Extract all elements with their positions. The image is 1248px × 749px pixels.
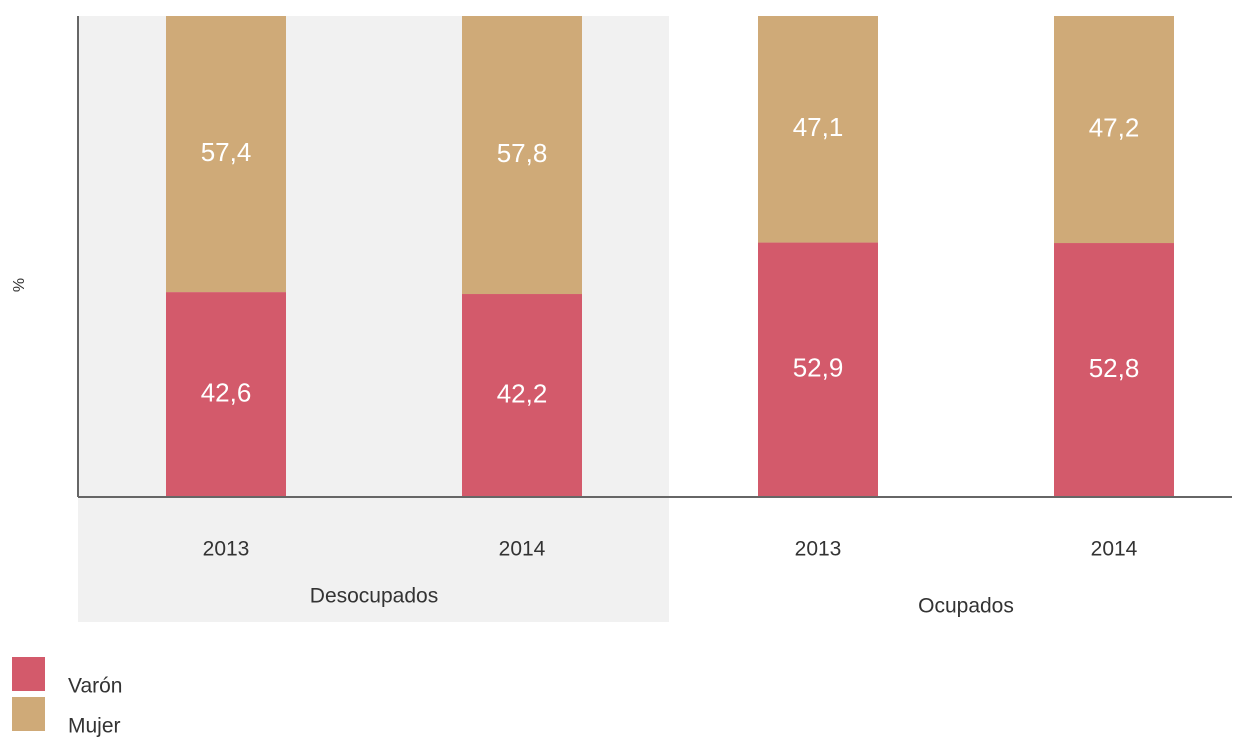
bar-segment bbox=[462, 16, 582, 295]
data-label: 47,2 bbox=[1089, 112, 1140, 142]
data-label: 47,1 bbox=[793, 112, 844, 142]
legend-label: Varón bbox=[68, 675, 122, 698]
group-label: Desocupados bbox=[310, 585, 438, 608]
legend-swatch bbox=[12, 657, 45, 691]
bar-segment bbox=[1054, 16, 1174, 244]
data-label: 42,6 bbox=[201, 377, 252, 407]
legend-swatch bbox=[12, 697, 45, 731]
group-label: Ocupados bbox=[918, 595, 1014, 618]
x-tick-label: 2014 bbox=[499, 538, 546, 561]
bar-segment bbox=[166, 292, 286, 497]
bar-segment bbox=[166, 16, 286, 293]
bar-segment bbox=[758, 16, 878, 243]
y-axis-label: % bbox=[11, 278, 28, 292]
bar-segment bbox=[1054, 243, 1174, 497]
x-tick-label: 2013 bbox=[795, 538, 842, 561]
data-label: 42,2 bbox=[497, 378, 548, 408]
bar-segment bbox=[462, 294, 582, 497]
data-label: 57,8 bbox=[497, 138, 548, 168]
data-label: 52,9 bbox=[793, 353, 844, 383]
bar-segment bbox=[758, 242, 878, 497]
x-tick-label: 2013 bbox=[203, 538, 250, 561]
data-label: 57,4 bbox=[201, 137, 252, 167]
x-tick-label: 2014 bbox=[1091, 538, 1138, 561]
data-label: 52,8 bbox=[1089, 353, 1140, 383]
legend-label: Mujer bbox=[68, 715, 121, 738]
